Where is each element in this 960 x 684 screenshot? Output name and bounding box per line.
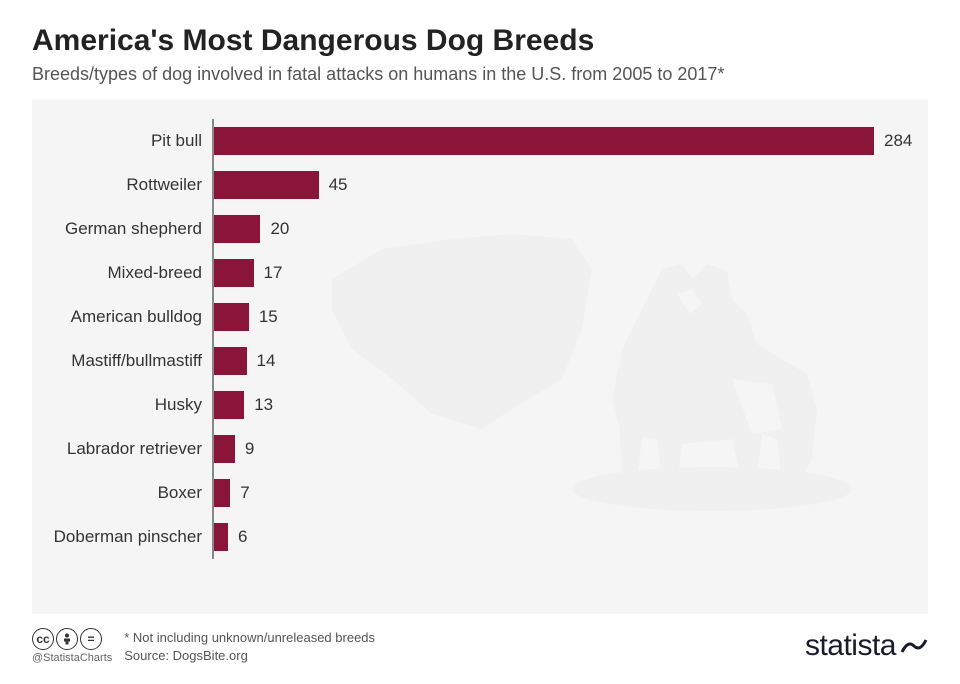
bar (214, 391, 244, 419)
bar (214, 479, 230, 507)
bar-row: Labrador retriever 9 (42, 427, 908, 471)
footnote-text: * Not including unknown/unreleased breed… (124, 630, 375, 645)
category-label: German shepherd (42, 219, 212, 239)
bar-track: 13 (212, 383, 908, 427)
bar-track: 7 (212, 471, 908, 515)
value-label: 15 (249, 307, 278, 327)
bar (214, 259, 254, 287)
category-label: Doberman pinscher (42, 527, 212, 547)
bar-track: 20 (212, 207, 908, 251)
value-label: 14 (247, 351, 276, 371)
bar (214, 171, 319, 199)
value-label: 7 (230, 483, 249, 503)
bar-row: Mastiff/bullmastiff 14 (42, 339, 908, 383)
chart-footer: cc = @StatistaCharts * Not including unk… (32, 614, 928, 664)
category-label: Boxer (42, 483, 212, 503)
value-label: 17 (254, 263, 283, 283)
bar-row: American bulldog 15 (42, 295, 908, 339)
cc-license-icons: cc = (32, 628, 112, 650)
bar-track: 45 (212, 163, 908, 207)
bar-row: Husky 13 (42, 383, 908, 427)
bar-track: 15 (212, 295, 908, 339)
value-label: 20 (260, 219, 289, 239)
bar-row: Pit bull284 (42, 119, 908, 163)
bar-row: Rottweiler 45 (42, 163, 908, 207)
bar-chart: Pit bull284 Rottweiler 45 German shepherd 20… (42, 119, 908, 594)
bar (214, 523, 228, 551)
cc-nd-icon: = (80, 628, 102, 650)
cc-icon: cc (32, 628, 54, 650)
chart-area: Pit bull284Rottweiler45German shepherd20… (32, 99, 928, 614)
value-label: 9 (235, 439, 254, 459)
category-label: Husky (42, 395, 212, 415)
bar-track: 6 (212, 515, 908, 559)
category-label: Pit bull (42, 131, 212, 151)
statista-logo: statista (805, 629, 928, 663)
bar-track: 284 (212, 119, 912, 163)
category-label: Mixed-breed (42, 263, 212, 283)
value-label: 13 (244, 395, 273, 415)
value-label: 284 (874, 131, 912, 151)
attribution-handle: @StatistaCharts (32, 652, 112, 664)
bar (214, 347, 247, 375)
category-label: American bulldog (42, 307, 212, 327)
chart-subtitle: Breeds/types of dog involved in fatal at… (32, 64, 928, 85)
source-text: Source: DogsBite.org (124, 648, 375, 663)
bar-row: German shepherd 20 (42, 207, 908, 251)
bar (214, 303, 249, 331)
category-label: Rottweiler (42, 175, 212, 195)
bar (214, 127, 874, 155)
bar-track: 14 (212, 339, 908, 383)
category-label: Labrador retriever (42, 439, 212, 459)
chart-title: America's Most Dangerous Dog Breeds (32, 24, 928, 58)
bar (214, 435, 235, 463)
bar (214, 215, 260, 243)
category-label: Mastiff/bullmastiff (42, 351, 212, 371)
bar-track: 9 (212, 427, 908, 471)
value-label: 6 (228, 527, 247, 547)
bar-row: Doberman pinscher 6 (42, 515, 908, 559)
cc-by-icon (56, 628, 78, 650)
bar-row: Mixed-breed 17 (42, 251, 908, 295)
bar-track: 17 (212, 251, 908, 295)
bar-row: Boxer 7 (42, 471, 908, 515)
value-label: 45 (319, 175, 348, 195)
